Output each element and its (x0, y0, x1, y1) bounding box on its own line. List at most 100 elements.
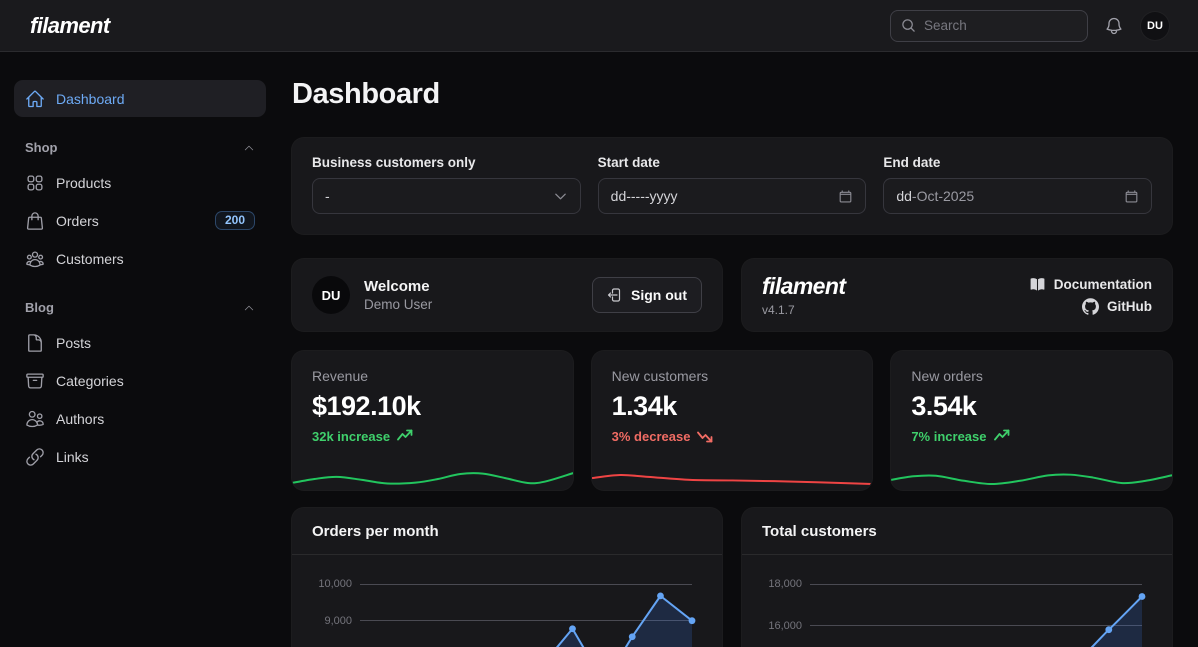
book-open-icon (1030, 277, 1045, 291)
version-label: v4.1.7 (762, 303, 795, 317)
date-value: dd-Oct-2025 (896, 188, 975, 204)
sidebar-group-label: Shop (25, 140, 58, 155)
sidebar-item-label: Posts (56, 334, 92, 351)
users-icon (26, 410, 44, 427)
gridline-row: 9,000 (312, 613, 692, 629)
sidebar-item-orders[interactable]: Orders 200 (14, 202, 266, 239)
filter-end-date: End date dd-Oct-2025 (883, 155, 1152, 214)
chart-title: Orders per month (292, 508, 722, 555)
sparkline-chart (591, 474, 873, 486)
trending-down-icon (697, 431, 713, 443)
calendar-icon[interactable] (838, 189, 853, 204)
sidebar-item-label: Orders (56, 212, 99, 229)
sidebar-item-label: Links (56, 448, 89, 465)
search-box[interactable] (890, 9, 1088, 42)
line-series (1090, 593, 1146, 647)
field-label: Start date (597, 155, 660, 170)
stat-delta: 7% increase (911, 428, 1152, 444)
business-customers-select[interactable]: - (312, 178, 581, 214)
sidebar-item-authors[interactable]: Authors (14, 400, 266, 437)
start-date-input[interactable]: dd-----yyyy (597, 178, 867, 214)
gridline-row: 10,000 (312, 576, 692, 592)
sidebar-group-header-blog[interactable]: Blog (14, 300, 266, 315)
trending-up-icon (397, 429, 413, 441)
filters-card: Business customers only - Start date dd-… (292, 138, 1172, 234)
sidebar-item-categories[interactable]: Categories (14, 362, 266, 399)
sidebar-item-dashboard[interactable]: Dashboard (14, 80, 266, 117)
sidebar-item-label: Authors (56, 410, 105, 427)
filament-logo: filament (762, 273, 846, 299)
logout-icon (607, 288, 621, 302)
stat-card-revenue: Revenue $192.10k 32k increase (292, 351, 573, 490)
y-axis-tick-label: 10,000 (318, 578, 352, 591)
stat-card-new-customers: New customers 1.34k 3% decrease (591, 351, 873, 490)
sidebar-item-links[interactable]: Links (14, 438, 266, 475)
user-avatar: DU (312, 276, 350, 314)
github-link[interactable]: GitHub (1082, 297, 1152, 315)
chart-title: Total customers (742, 508, 1172, 555)
link-icon (26, 447, 44, 466)
archive-box-icon (26, 372, 44, 389)
document-text-icon (28, 333, 42, 352)
line-series (555, 592, 696, 647)
documentation-link[interactable]: Documentation (1029, 276, 1152, 293)
stat-value: $192.10k (312, 391, 421, 421)
stat-delta: 32k increase (312, 428, 553, 444)
shopping-bag-icon (26, 211, 44, 230)
gridline (360, 583, 692, 585)
stat-delta-label: 7% increase (911, 428, 987, 444)
filament-info-card: filament v4.1.7 Documentation GitHub (742, 259, 1172, 331)
user-avatar[interactable]: DU (1140, 10, 1170, 41)
sidebar-group-shop: Shop Products Orders 200 Customers (14, 140, 266, 277)
squares-2x2-icon (27, 174, 43, 191)
gridline-row: 18,000 (762, 576, 1142, 592)
trending-up-icon (993, 429, 1009, 441)
bell-icon (1106, 17, 1122, 34)
sidebar-group-blog: Blog Posts Categories Authors Links (14, 300, 266, 475)
field-label: Business customers only (312, 155, 476, 170)
data-point-marker (569, 625, 576, 633)
stat-value: 1.34k (611, 391, 678, 421)
y-axis-tick-label: 18,000 (768, 578, 802, 591)
main-content: Dashboard Business customers only - Star… (280, 52, 1198, 647)
sidebar-item-customers[interactable]: Customers (14, 240, 266, 277)
data-point-marker (1138, 593, 1146, 600)
sidebar-item-label: Categories (56, 372, 124, 389)
date-value: dd-----yyyy (610, 188, 678, 204)
user-group-icon (26, 250, 44, 267)
page-title: Dashboard (292, 78, 440, 110)
stat-delta: 3% decrease (612, 428, 853, 444)
welcome-card: DU Welcome Demo User Sign out (292, 259, 722, 331)
data-point-marker (657, 592, 664, 600)
sidebar-item-products[interactable]: Products (14, 164, 266, 201)
chevron-down-icon (554, 193, 566, 199)
chevron-up-icon (244, 305, 254, 310)
sidebar-group-header-shop[interactable]: Shop (14, 140, 266, 155)
gridline-row: 16,000 (762, 618, 1142, 634)
gridline (810, 583, 1142, 585)
data-point-marker (1105, 626, 1113, 634)
sidebar-group-label: Blog (25, 300, 54, 315)
github-icon (1082, 297, 1099, 315)
search-input[interactable] (924, 18, 1077, 33)
sparkline-chart (292, 472, 573, 485)
filter-start-date: Start date dd-----yyyy (597, 155, 867, 214)
calendar-icon[interactable] (1124, 189, 1139, 204)
search-icon (902, 19, 915, 32)
notifications-button[interactable] (1104, 16, 1124, 36)
sign-out-button[interactable]: Sign out (592, 277, 702, 313)
filter-business-customers: Business customers only - (312, 155, 581, 214)
topbar: filament DU (0, 0, 1198, 52)
app-logo[interactable]: filament (30, 12, 110, 38)
sidebar-item-posts[interactable]: Posts (14, 324, 266, 361)
sidebar-item-label: Dashboard (56, 90, 125, 107)
stat-label: New orders (911, 368, 983, 384)
stat-label: Revenue (312, 368, 369, 384)
count-badge: 200 (214, 211, 255, 230)
home-icon (26, 90, 44, 107)
select-value: - (325, 188, 330, 204)
end-date-input[interactable]: dd-Oct-2025 (883, 178, 1152, 214)
chevron-up-icon (244, 145, 254, 150)
